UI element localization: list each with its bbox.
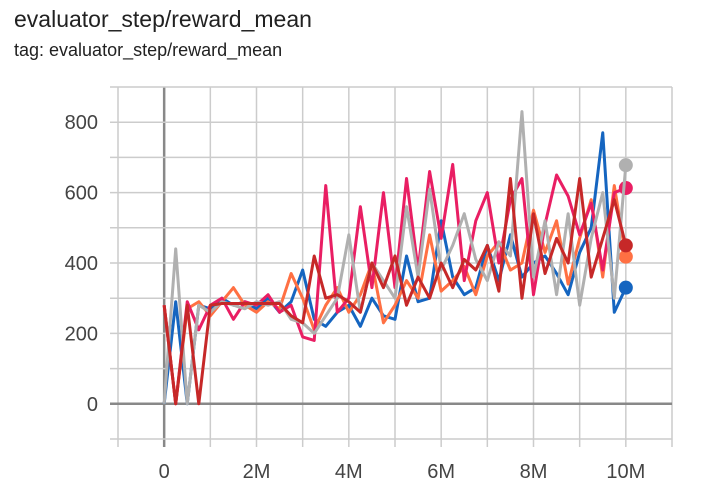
- chart-subtitle: tag: evaluator_step/reward_mean: [14, 40, 283, 60]
- x-tick-label: 8M: [520, 461, 548, 483]
- x-tick-label: 10M: [606, 461, 645, 483]
- x-tick-label: 4M: [335, 461, 363, 483]
- chart-title: evaluator_step/reward_mean: [14, 6, 312, 32]
- y-tick-label: 400: [65, 253, 98, 275]
- x-tick-label: 2M: [243, 461, 271, 483]
- series-line-4: [162, 177, 628, 406]
- series-end-marker-3: [618, 158, 633, 173]
- series-end-marker-2: [618, 181, 633, 196]
- y-tick-label: 600: [65, 183, 98, 205]
- x-tick-label: 0: [159, 461, 170, 483]
- y-tick-label: 800: [65, 112, 98, 134]
- series-end-marker-1: [618, 249, 633, 264]
- y-tick-label: 0: [87, 394, 98, 416]
- series-end-marker-0: [618, 280, 633, 295]
- y-tick-label: 200: [65, 323, 98, 345]
- series-end-marker-4: [618, 238, 633, 253]
- series-line-3: [162, 110, 628, 406]
- x-tick-label: 6M: [427, 461, 455, 483]
